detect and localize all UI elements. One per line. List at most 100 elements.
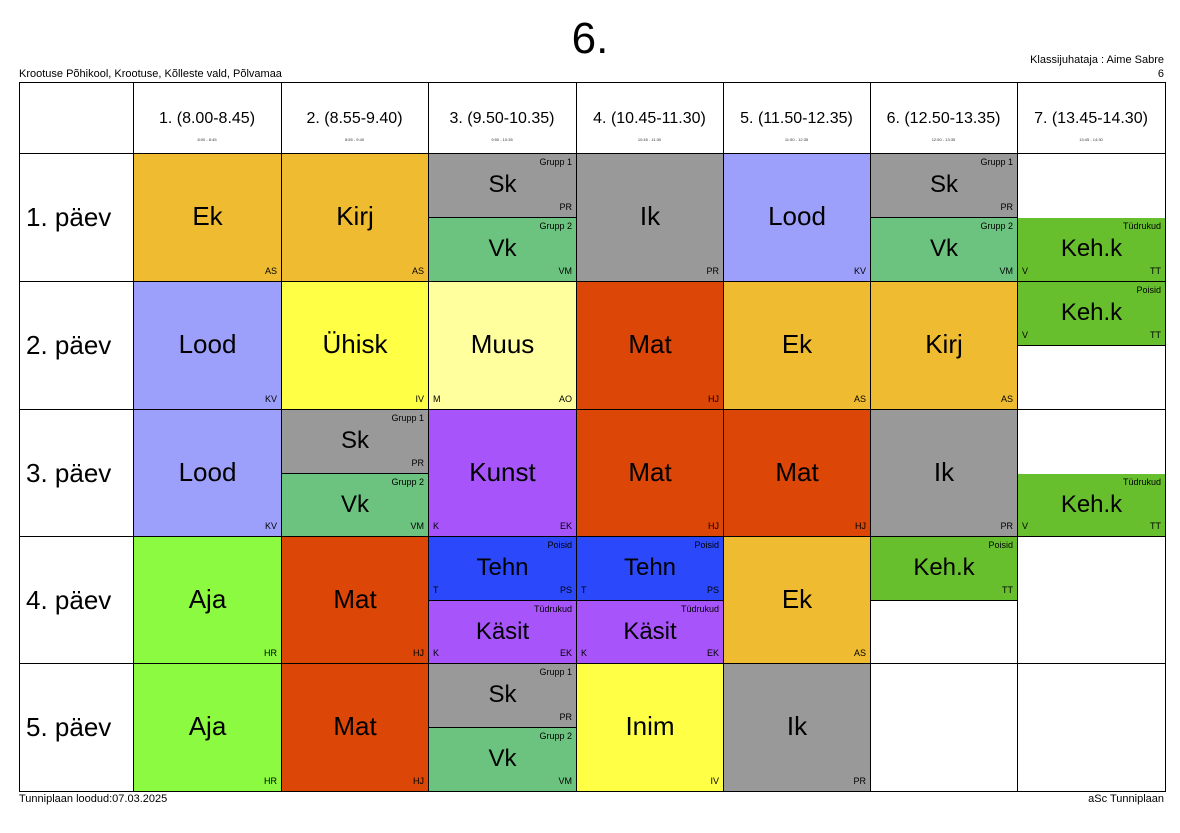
- lesson-teacher: VM: [558, 266, 573, 276]
- lesson-teacher: PR: [1000, 521, 1013, 531]
- lesson-teacher: VM: [558, 776, 573, 786]
- lesson-cell: Keh.k Tüdrukud TT V: [1018, 474, 1166, 537]
- day-label: 5. päev: [26, 712, 112, 742]
- lesson-subject: Inim: [625, 711, 675, 741]
- period-label: 1. (8.00-8.45): [158, 110, 256, 127]
- lesson-subject: Vk: [340, 490, 369, 518]
- lesson-room: K: [433, 521, 440, 531]
- period-time: 11:50 - 12:35: [784, 137, 809, 142]
- lesson-group: Tüdrukud: [1122, 221, 1161, 231]
- lesson-teacher: HJ: [708, 521, 719, 531]
- lesson-group: Grupp 1: [980, 157, 1013, 167]
- lesson-cell: Inim IV: [577, 664, 724, 792]
- lesson-cell: Vk Grupp 2 VM: [429, 218, 577, 282]
- lesson-cell: Ek AS: [134, 154, 282, 282]
- lesson-group: Grupp 1: [539, 157, 572, 167]
- lesson-group: Poisid: [1136, 285, 1161, 295]
- lesson-teacher: HR: [264, 648, 277, 658]
- lesson-cell: Keh.k Poisid TT V: [1018, 282, 1166, 346]
- grid-line: [19, 82, 20, 792]
- lesson-cell: Ek AS: [724, 282, 871, 410]
- lesson-subject: Aja: [188, 583, 227, 614]
- lesson-teacher: KV: [853, 266, 866, 276]
- lesson-group: Tüdrukud: [680, 604, 719, 614]
- period-label: 2. (8.55-9.40): [306, 110, 403, 127]
- lesson-subject: Vk: [488, 745, 517, 772]
- period-label: 5. (11.50-12.35): [740, 110, 853, 127]
- lesson-teacher: PR: [559, 202, 572, 212]
- lesson-cell: Kirj AS: [282, 154, 429, 282]
- lesson-subject: Vk: [488, 235, 517, 262]
- lesson-teacher: HJ: [855, 521, 866, 531]
- lesson-group: Grupp 1: [539, 667, 572, 677]
- lesson-group: Grupp 2: [391, 477, 424, 487]
- lesson-teacher: IV: [415, 394, 424, 404]
- lesson-teacher: HJ: [413, 776, 424, 786]
- period-header: 4. (10.45-11.30) 10:45 - 11:30: [576, 82, 723, 153]
- lesson-cell: Lood KV: [724, 154, 871, 282]
- class-number: 6: [1157, 68, 1164, 80]
- lesson-cell: Vk Grupp 2 VM: [282, 474, 429, 537]
- lesson-teacher: PR: [706, 266, 719, 276]
- lesson-subject: Ek: [781, 583, 813, 614]
- lesson-subject: Tehn: [623, 554, 677, 581]
- lesson-cell: Aja HR: [134, 664, 282, 792]
- lesson-cell: Mat HJ: [282, 537, 429, 664]
- lesson-group: Grupp 2: [539, 731, 572, 741]
- lesson-teacher: PR: [559, 712, 572, 722]
- lesson-teacher: AS: [1000, 394, 1013, 404]
- lesson-cell: Lood KV: [134, 410, 282, 537]
- lesson-subject: Sk: [929, 171, 958, 198]
- period-time: 12:50 - 13:35: [931, 137, 956, 142]
- lesson-subject: Kunst: [469, 456, 536, 487]
- lesson-cell: Muus AO M: [429, 282, 577, 410]
- lesson-teacher: VM: [410, 521, 425, 531]
- class-teacher: Klassijuhataja : Aime Sabre: [1030, 54, 1164, 66]
- created-date: Tunniplaan loodud:07.03.2025: [19, 793, 168, 805]
- day-label: 2. päev: [26, 330, 112, 360]
- lesson-teacher: HJ: [708, 394, 719, 404]
- lesson-cell: Lood KV: [134, 282, 282, 410]
- lesson-cell: Vk Grupp 2 VM: [429, 728, 577, 792]
- lesson-teacher: EK: [559, 521, 572, 531]
- lesson-cell: Käsit Tüdrukud EK K: [429, 601, 577, 664]
- lesson-room: M: [433, 394, 441, 404]
- school-name: Krootuse Põhikool, Krootuse, Kõlleste va…: [19, 68, 282, 80]
- lesson-group: Tüdrukud: [533, 604, 572, 614]
- lesson-group: Grupp 1: [391, 413, 424, 423]
- lesson-teacher: PR: [853, 776, 866, 786]
- lesson-cell: Tehn Poisid PS T: [429, 537, 577, 601]
- lesson-subject: Muus: [470, 329, 535, 359]
- lesson-room: K: [581, 648, 588, 658]
- lesson-room: T: [581, 585, 587, 595]
- period-header: 3. (9.50-10.35) 9:50 - 10:35: [428, 82, 576, 153]
- lesson-teacher: TT: [1150, 330, 1161, 340]
- lesson-subject: Ik: [933, 456, 955, 487]
- period-time: 9:50 - 10:35: [491, 137, 513, 142]
- lesson-cell: Mat HJ: [577, 410, 724, 537]
- lesson-cell: Vk Grupp 2 VM: [871, 218, 1018, 282]
- lesson-subject: Mat: [333, 711, 377, 741]
- lesson-teacher: TT: [1002, 585, 1013, 595]
- lesson-room: V: [1022, 521, 1029, 531]
- lesson-subject: Käsit: [475, 617, 530, 645]
- lesson-subject: Keh.k: [1060, 235, 1123, 262]
- lesson-subject: Ek: [781, 329, 813, 359]
- lesson-subject: Ühisk: [322, 329, 388, 359]
- lesson-subject: Kirj: [336, 201, 374, 231]
- period-header: 6. (12.50-13.35) 12:50 - 13:35: [870, 82, 1017, 153]
- lesson-subject: Keh.k: [1060, 299, 1123, 326]
- lesson-subject: Sk: [488, 681, 517, 708]
- lesson-room: K: [433, 648, 440, 658]
- lesson-cell: Kirj AS: [871, 282, 1018, 410]
- lesson-room: T: [433, 585, 439, 595]
- grid-line: [133, 82, 134, 792]
- lesson-subject: Kirj: [925, 329, 963, 359]
- grid-line: [19, 153, 1165, 154]
- lesson-subject: Vk: [929, 235, 958, 262]
- period-time: 8:55 - 9:40: [344, 137, 365, 142]
- lesson-cell: Sk Grupp 1 PR: [282, 410, 429, 474]
- lesson-group: Grupp 2: [980, 221, 1013, 231]
- lesson-teacher: EK: [559, 648, 572, 658]
- lesson-cell: Sk Grupp 1 PR: [429, 664, 577, 728]
